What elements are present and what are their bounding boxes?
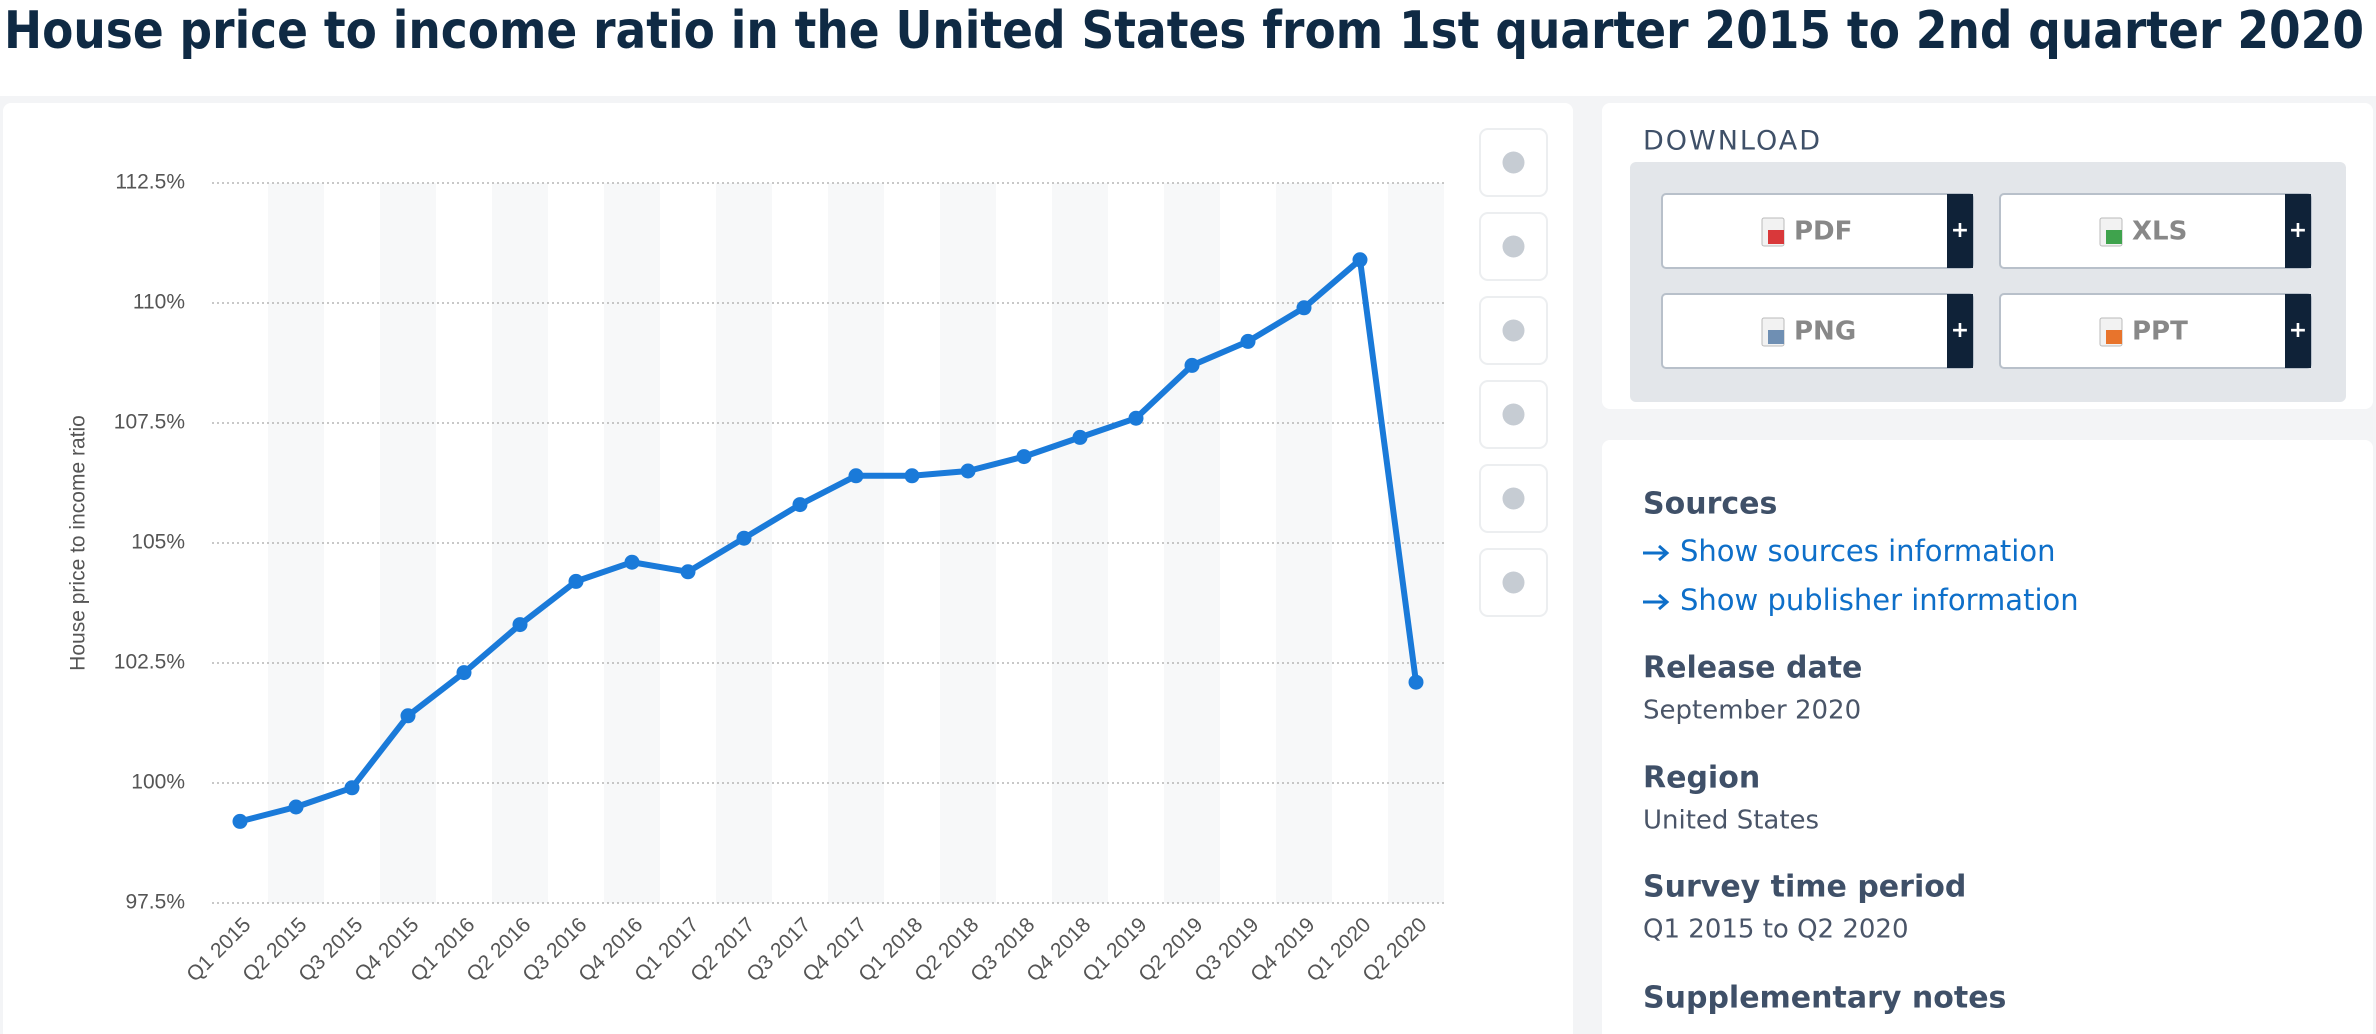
- y-tick-label: 102.5%: [114, 651, 185, 674]
- y-tick-label: 110%: [133, 291, 185, 314]
- publisher-link[interactable]: Show publisher information: [1680, 583, 2079, 617]
- tool-icon: [1502, 235, 1525, 258]
- point: [1184, 357, 1200, 373]
- region: United States: [1643, 806, 1819, 836]
- point: [400, 708, 416, 724]
- button-label: XLS: [2132, 217, 2187, 247]
- y-tick-label: 107.5%: [114, 411, 185, 434]
- y-tick-label: 105%: [131, 531, 185, 554]
- file-icon-mark: [2106, 330, 2122, 344]
- point: [1352, 252, 1368, 268]
- button-plus-bg[interactable]: [2285, 294, 2311, 368]
- point: [624, 554, 640, 570]
- point: [904, 468, 920, 484]
- point: [960, 463, 976, 479]
- file-icon-mark: [1768, 230, 1784, 244]
- survey-title: Survey time period: [1643, 870, 1966, 905]
- point: [792, 497, 808, 513]
- point: [456, 665, 472, 681]
- button-plus: +: [1951, 218, 1969, 243]
- y-axis-label: House price to income ratio: [67, 415, 90, 671]
- point: [848, 468, 864, 484]
- tool-icon: [1502, 403, 1525, 426]
- survey-period: Q1 2015 to Q2 2020: [1643, 915, 1909, 945]
- button-plus-bg[interactable]: [2285, 194, 2311, 268]
- header-bg: [0, 0, 2376, 96]
- button-plus-bg[interactable]: [1947, 294, 1973, 368]
- y-tick-label: 97.5%: [125, 891, 185, 914]
- point: [1072, 429, 1088, 445]
- arrow-icon: [1643, 593, 1670, 611]
- point: [568, 573, 584, 589]
- file-icon-mark: [2106, 230, 2122, 244]
- button-plus: +: [2289, 318, 2307, 343]
- point: [1408, 674, 1424, 690]
- point: [288, 799, 304, 815]
- button-plus: +: [2289, 218, 2307, 243]
- release-date: September 2020: [1643, 696, 1861, 726]
- point: [680, 564, 696, 580]
- chart-card: [3, 103, 1573, 1034]
- button-plus-bg[interactable]: [1947, 194, 1973, 268]
- point: [512, 617, 528, 633]
- sources-title: Sources: [1643, 487, 1777, 522]
- toolbar: [1479, 128, 1548, 617]
- y-tick-label: 100%: [131, 771, 185, 794]
- y-tick-label: 112.5%: [115, 171, 185, 194]
- region-title: Region: [1643, 761, 1760, 796]
- point: [344, 780, 360, 796]
- button-label: PNG: [1794, 317, 1856, 347]
- tool-icon: [1502, 487, 1525, 510]
- button-label: PDF: [1794, 217, 1852, 247]
- tool-icon: [1502, 319, 1525, 342]
- tool-icon: [1502, 571, 1525, 594]
- file-icon-mark: [1768, 330, 1784, 344]
- band: [828, 183, 884, 903]
- sources-link[interactable]: Show sources information: [1680, 534, 2055, 568]
- arrow-icon: [1643, 544, 1670, 562]
- band: [492, 183, 548, 903]
- point: [232, 813, 248, 829]
- page-title: House price to income ratio in the Unite…: [4, 1, 2364, 61]
- button-label: PPT: [2132, 317, 2188, 347]
- point: [1128, 410, 1144, 426]
- line: [239, 256, 1419, 825]
- point: [1296, 300, 1312, 316]
- download-title: DOWNLOAD: [1643, 126, 1822, 157]
- point: [736, 530, 752, 546]
- point: [1240, 333, 1256, 349]
- band: [1052, 183, 1108, 903]
- download-buttons: + PDF + XLS + PNG + PPT: [1661, 193, 2312, 369]
- button-plus: +: [1951, 318, 1969, 343]
- point: [1016, 449, 1032, 465]
- notes-title: Supplementary notes: [1643, 981, 2006, 1016]
- tool-icon: [1502, 151, 1525, 174]
- band: [268, 183, 324, 903]
- release-date-title: Release date: [1643, 651, 1862, 686]
- info-card: [1602, 440, 2373, 1034]
